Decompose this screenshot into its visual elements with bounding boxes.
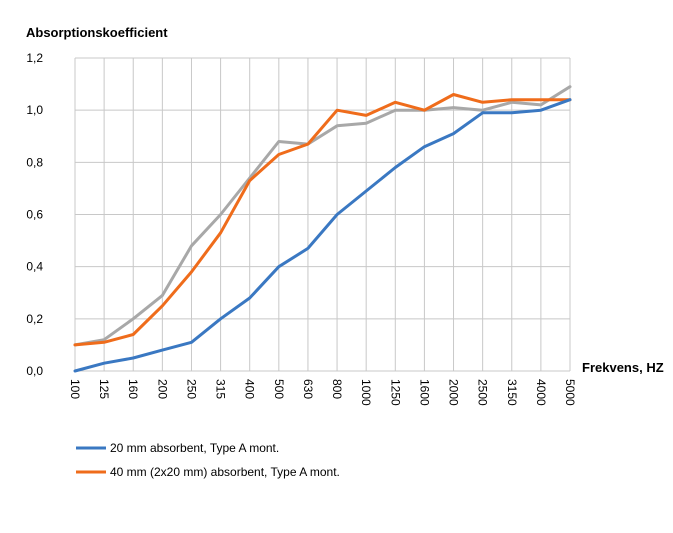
y-tick-labels: 0,0 0,2 0,4 0,6 0,8 1,0 1,2 [26,51,43,378]
x-tick-label: 500 [272,379,286,399]
series-lines [73,85,572,373]
x-tick-label: 200 [155,379,169,399]
y-tick-label: 0,0 [26,364,43,378]
x-tick-label: 1000 [359,379,373,406]
x-axis-title: Frekvens, HZ [582,360,664,375]
y-tick-label: 0,2 [26,312,43,326]
x-tick-label: 1600 [417,379,431,406]
x-tick-label: 4000 [534,379,548,406]
x-tick-label: 250 [184,379,198,399]
x-tick-label: 100 [68,379,82,399]
x-tick-label: 800 [330,379,344,399]
chart-grid [74,57,571,372]
legend: 20 mm absorbent, Type A mont. 40 mm (2x20… [76,441,340,479]
x-tick-label: 2500 [476,379,490,406]
y-tick-label: 0,4 [26,260,43,274]
x-tick-label: 630 [301,379,315,399]
x-tick-label: 315 [214,379,228,399]
legend-label-2: 40 mm (2x20 mm) absorbent, Type A mont. [110,465,340,479]
x-tick-label: 125 [97,379,111,399]
legend-label-1: 20 mm absorbent, Type A mont. [110,441,279,455]
y-tick-label: 0,8 [26,155,43,169]
x-tick-label: 160 [126,379,140,399]
series-line-3 [73,85,572,347]
x-tick-label: 400 [243,379,257,399]
x-tick-label: 5000 [563,379,577,406]
y-axis-title: Absorptionskoefficient [26,25,168,40]
series-line-2 [73,93,572,347]
x-tick-labels: 100 125 160 200 250 315 400 500 630 800 1000 1250 16… [68,379,577,406]
x-tick-label: 2000 [447,379,461,406]
y-tick-label: 1,0 [26,103,43,117]
y-tick-label: 0,6 [26,208,43,222]
series-line-1 [73,98,572,373]
y-tick-label: 1,2 [26,51,43,65]
x-tick-label: 3150 [505,379,519,406]
x-tick-label: 1250 [388,379,402,406]
